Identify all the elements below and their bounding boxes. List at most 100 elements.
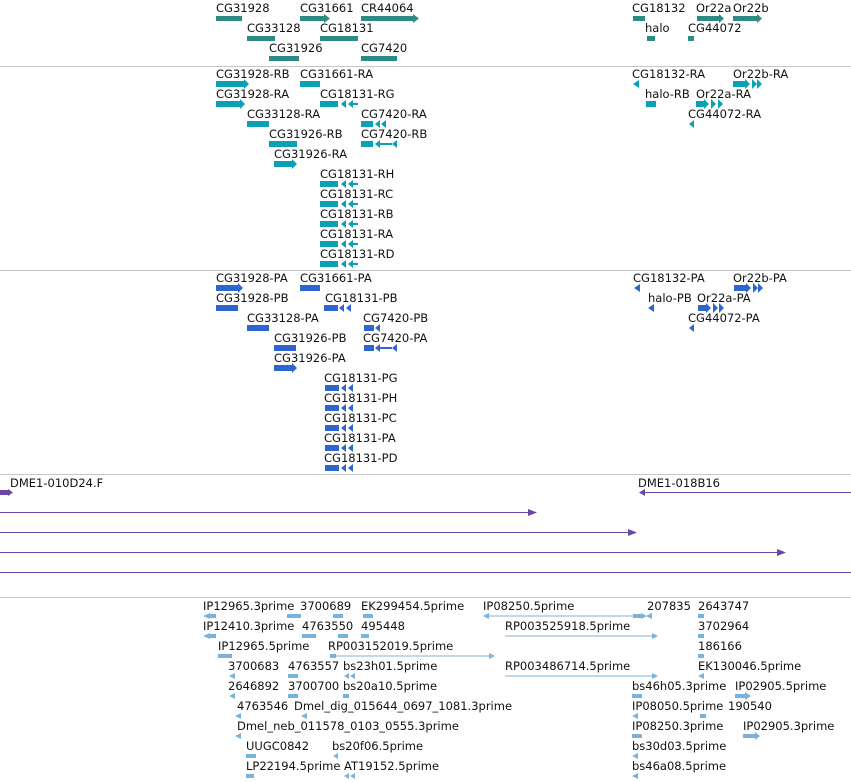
transcript-glyph[interactable]: [320, 101, 338, 107]
transcript-label[interactable]: CG18131-RC: [320, 187, 394, 201]
est-label[interactable]: 4763550: [302, 619, 354, 633]
protein-glyph[interactable]: [300, 285, 320, 291]
est-glyph[interactable]: [698, 634, 704, 638]
protein-glyph[interactable]: [216, 285, 238, 291]
est-glyph[interactable]: [210, 634, 216, 638]
transcript-glyph[interactable]: [361, 141, 373, 147]
transcript-label[interactable]: Or22b-RA: [733, 67, 789, 81]
est-label[interactable]: AT19152.5prime: [344, 759, 440, 773]
est-label[interactable]: IP08050.5prime: [632, 699, 724, 713]
est-label[interactable]: bs46h05.3prime: [632, 679, 727, 693]
transcript-glyph[interactable]: [696, 101, 704, 107]
est-glyph[interactable]: [632, 734, 642, 738]
transcript-label[interactable]: CG18131-RB: [320, 207, 394, 221]
protein-label[interactable]: CG18131-PH: [324, 391, 398, 405]
est-label[interactable]: bs30d03.5prime: [632, 739, 727, 753]
est-glyph[interactable]: [632, 694, 642, 698]
est-glyph[interactable]: [302, 634, 316, 638]
protein-glyph[interactable]: [698, 305, 706, 311]
protein-label[interactable]: CG31928-PA: [216, 271, 288, 285]
gene-label[interactable]: halo: [645, 21, 670, 35]
est-glyph[interactable]: [743, 734, 755, 738]
gene-label[interactable]: Or22b: [733, 1, 769, 15]
gene-glyph-CG33128[interactable]: [247, 36, 275, 41]
est-glyph[interactable]: [288, 674, 298, 678]
est-label[interactable]: UUGC0842: [246, 739, 310, 753]
protein-label[interactable]: CG18132-PA: [633, 271, 705, 285]
est-label[interactable]: LP22194.5prime: [246, 759, 341, 773]
transcript-label[interactable]: CG18131-RD: [320, 247, 395, 261]
gene-glyph-CG31926[interactable]: [269, 56, 299, 61]
transcript-label[interactable]: halo-RB: [645, 87, 690, 101]
transcript-label[interactable]: CG7420-RB: [361, 127, 428, 141]
protein-label[interactable]: CG31928-PB: [216, 291, 289, 305]
gene-glyph-CG18132[interactable]: [633, 16, 645, 21]
protein-label[interactable]: CG18131-PB: [325, 291, 398, 305]
est-glyph[interactable]: [333, 614, 343, 618]
est-glyph[interactable]: [698, 614, 704, 618]
transcript-label[interactable]: CG31926-RB: [269, 127, 343, 141]
est-label[interactable]: 186166: [698, 639, 742, 653]
protein-glyph[interactable]: [325, 385, 339, 391]
protein-glyph[interactable]: [364, 325, 374, 331]
transcript-label[interactable]: CG44072-RA: [688, 107, 762, 121]
est-label[interactable]: 207835: [647, 599, 691, 613]
protein-label[interactable]: halo-PB: [648, 291, 692, 305]
protein-glyph[interactable]: [325, 425, 339, 431]
protein-label[interactable]: CG18131-PD: [324, 451, 398, 465]
est-label[interactable]: bs20f06.5prime: [332, 739, 424, 753]
transcript-glyph[interactable]: [733, 81, 745, 87]
est-glyph[interactable]: [363, 614, 373, 618]
protein-label[interactable]: Or22a-PA: [697, 291, 751, 305]
bac-clone-label[interactable]: DME1-018B16: [638, 476, 720, 490]
est-label[interactable]: 3700689: [300, 599, 352, 613]
est-label[interactable]: 495448: [361, 619, 405, 633]
gene-label[interactable]: CG18132: [632, 1, 686, 15]
est-glyph[interactable]: [735, 694, 745, 698]
transcript-label[interactable]: CG31926-RA: [274, 147, 348, 161]
protein-glyph[interactable]: [216, 305, 238, 311]
est-label[interactable]: bs46a08.5prime: [632, 759, 727, 773]
transcript-glyph[interactable]: [216, 101, 240, 107]
est-label[interactable]: Dmel_neb_011578_0103_0555.3prime: [237, 719, 459, 733]
est-label[interactable]: EK130046.5prime: [698, 659, 802, 673]
gene-glyph-CG44072[interactable]: [688, 36, 694, 41]
est-label[interactable]: IP12965.5prime: [218, 639, 310, 653]
est-glyph[interactable]: [288, 694, 298, 698]
est-glyph[interactable]: [246, 754, 256, 758]
est-label[interactable]: bs23h01.5prime: [343, 659, 438, 673]
est-label[interactable]: RP003486714.5prime: [505, 659, 631, 673]
transcript-glyph[interactable]: [320, 261, 338, 267]
gene-glyph-CG7420[interactable]: [361, 56, 397, 61]
est-glyph[interactable]: [343, 694, 349, 698]
gene-label[interactable]: CG7420: [361, 41, 408, 55]
gene-label[interactable]: CG31926: [269, 41, 323, 55]
est-label[interactable]: 4763557: [288, 659, 340, 673]
protein-label[interactable]: CG18131-PA: [324, 431, 396, 445]
transcript-label[interactable]: CG31661-RA: [300, 67, 374, 81]
gene-glyph-Or22a[interactable]: [697, 16, 719, 21]
est-label[interactable]: RP003525918.5prime: [505, 619, 631, 633]
protein-glyph[interactable]: [325, 445, 339, 451]
protein-label[interactable]: Or22b-PA: [733, 271, 787, 285]
est-label[interactable]: EK299454.5prime: [361, 599, 465, 613]
est-glyph[interactable]: [210, 614, 216, 618]
est-label[interactable]: Dmel_dig_015644_0697_1081.3prime: [294, 699, 513, 713]
protein-glyph[interactable]: [274, 345, 296, 351]
gene-label[interactable]: CR44064: [361, 1, 414, 15]
transcript-glyph[interactable]: [274, 161, 292, 167]
est-label[interactable]: 2643747: [698, 599, 750, 613]
transcript-label[interactable]: CG18131-RG: [320, 87, 395, 101]
est-label[interactable]: IP12965.3prime: [203, 599, 295, 613]
est-glyph[interactable]: [330, 654, 336, 658]
gene-glyph-CG18131[interactable]: [320, 36, 358, 41]
protein-label[interactable]: CG31926-PB: [274, 331, 347, 345]
bac-glyph[interactable]: [0, 490, 8, 495]
protein-label[interactable]: CG31926-PA: [274, 351, 346, 365]
gene-glyph-halo[interactable]: [647, 36, 655, 41]
gene-glyph-CR44064[interactable]: [361, 16, 413, 21]
protein-glyph[interactable]: [274, 365, 292, 371]
transcript-glyph[interactable]: [320, 201, 338, 207]
transcript-glyph[interactable]: [247, 121, 269, 127]
transcript-label[interactable]: CG7420-RA: [361, 107, 427, 121]
